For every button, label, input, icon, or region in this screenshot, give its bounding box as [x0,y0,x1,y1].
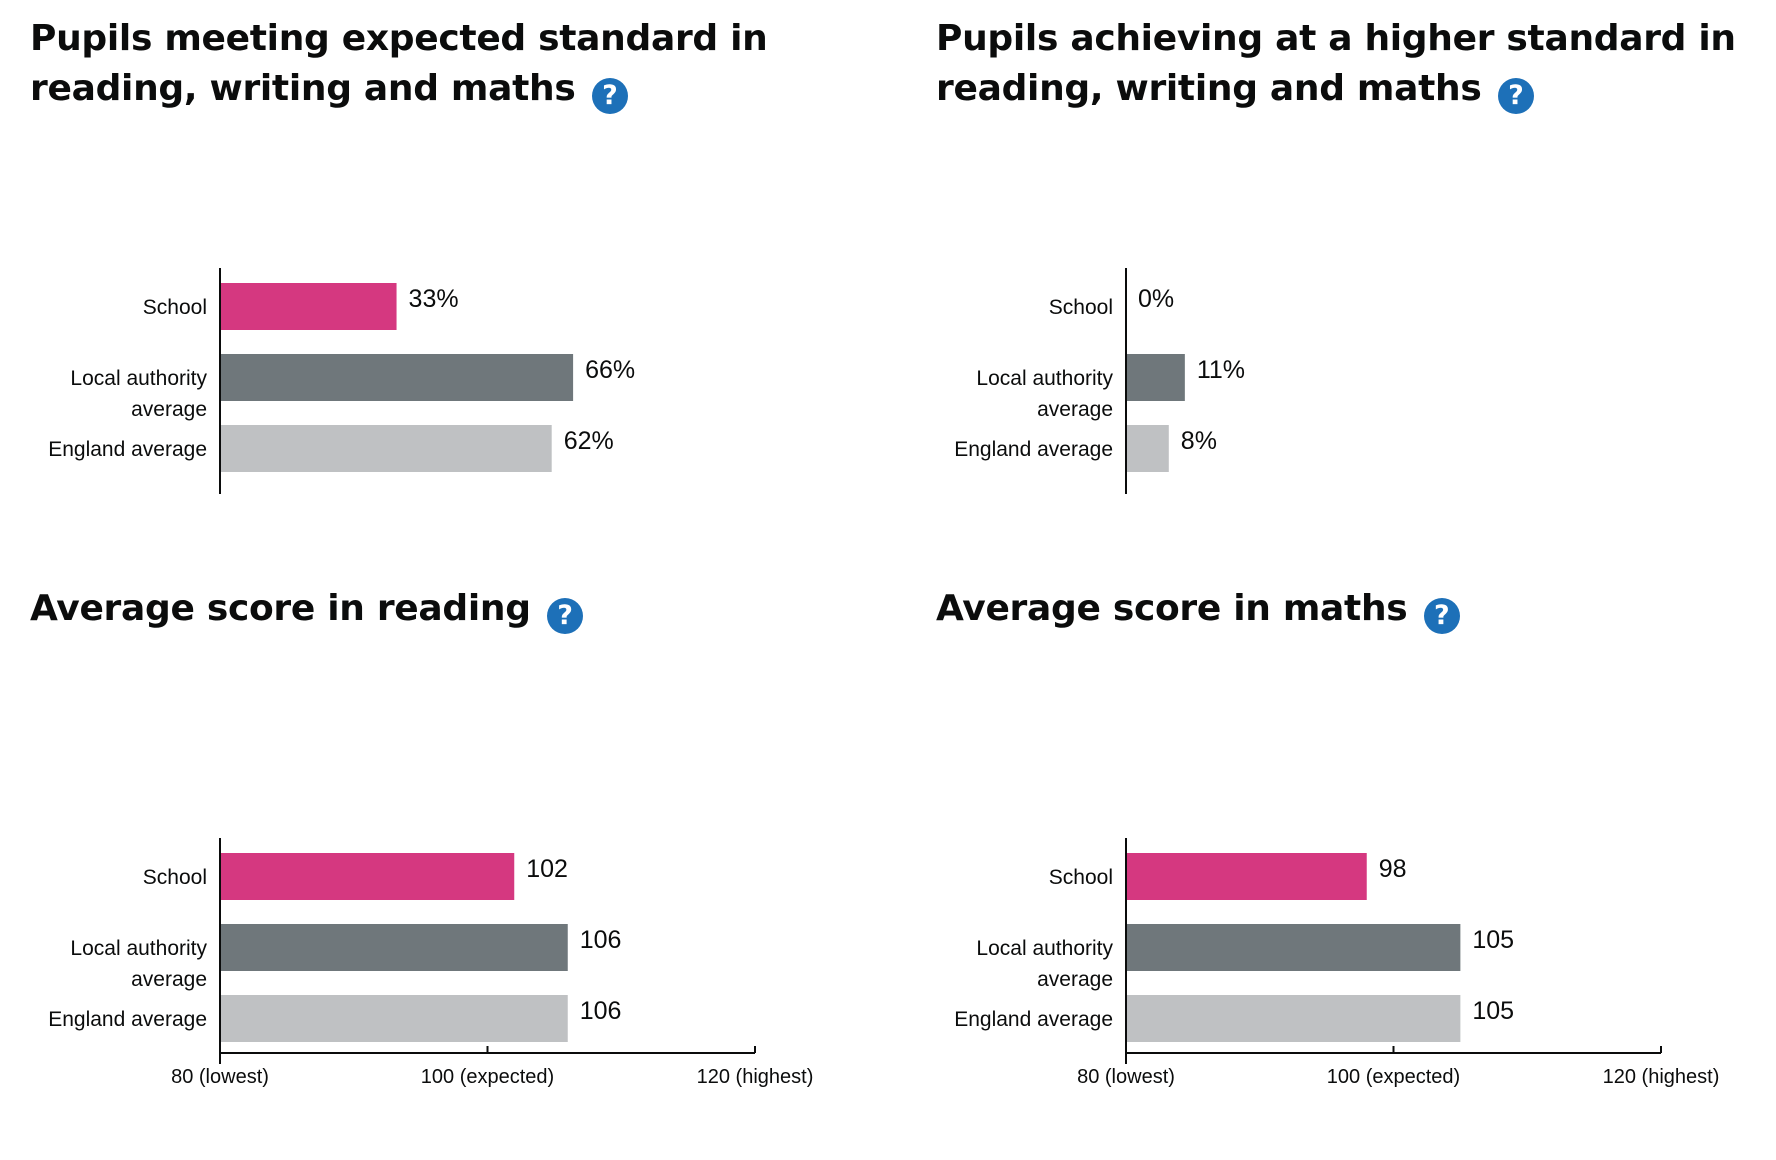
school-bar [1126,853,1367,900]
x-tick-label: 80 (lowest) [1077,1066,1175,1088]
higher-standard-chart: 0% School 11% Local authority average 8% Engla… [954,268,1245,494]
reading-score-panel: Average score in reading ? 102 School 106 L… [0,570,860,1130]
panel-title: Average score in reading ? [30,584,830,634]
local-authority-bar [1126,354,1185,401]
x-tick-label: 80 (lowest) [171,1066,269,1088]
local-authority-bar [1126,924,1461,971]
panel-title-text: Average score in maths [936,588,1408,629]
help-icon[interactable]: ? [1497,78,1534,114]
category-label: Local authority average [976,367,1113,421]
value-label: 33% [409,285,459,313]
category-label: School [1049,866,1113,889]
category-label: Local authority average [976,937,1113,991]
category-label: School [143,296,207,319]
category-label: School [143,866,207,889]
category-label: England average [954,1008,1113,1031]
value-label: 102 [526,855,568,883]
panel-title-text: Average score in reading [30,588,531,629]
value-label: 106 [580,926,622,954]
local-authority-bar [220,354,574,401]
local-authority-bar [220,924,568,971]
expected-standard-chart: 33% School 66% Local authority average 62% Eng… [48,268,635,494]
help-icon[interactable]: ? [1423,598,1460,634]
value-label: 0% [1138,285,1174,313]
higher-standard-panel: Pupils achieving at a higher standard in… [906,0,1766,560]
school-bar [220,853,515,900]
reading-score-chart: 102 School 106 Local authority average 106 Eng… [48,838,814,1088]
expected-standard-panel: Pupils meeting expected standard in read… [0,0,860,560]
x-tick-label: 120 (highest) [1603,1066,1720,1088]
england-bar [220,995,568,1042]
panel-title: Average score in maths ? [936,584,1736,634]
value-label: 8% [1181,427,1217,455]
x-tick-label: 120 (highest) [697,1066,814,1088]
category-label: School [1049,296,1113,319]
school-bar [220,283,397,330]
x-tick-label: 100 (expected) [1327,1066,1460,1088]
help-icon[interactable]: ? [591,78,628,114]
value-label: 105 [1472,997,1514,1025]
maths-score-chart: 98 School 105 Local authority average 105 Engl… [954,838,1720,1088]
england-bar [220,425,552,472]
category-label: England average [954,438,1113,461]
panel-title-text: Pupils meeting expected standard in read… [30,18,768,109]
category-label: Local authority average [70,937,207,991]
maths-score-panel: Average score in maths ? 98 School 105 Loca… [906,570,1766,1130]
value-label: 11% [1197,356,1245,384]
panel-title: Pupils meeting expected standard in read… [30,14,830,114]
value-label: 106 [580,997,622,1025]
panel-title: Pupils achieving at a higher standard in… [936,14,1736,114]
category-label: England average [48,1008,207,1031]
x-tick-label: 100 (expected) [421,1066,554,1088]
panel-title-text: Pupils achieving at a higher standard in… [936,18,1736,109]
category-label: Local authority average [70,367,207,421]
value-label: 62% [564,427,614,455]
england-bar [1126,995,1461,1042]
category-label: England average [48,438,207,461]
value-label: 105 [1472,926,1514,954]
value-label: 66% [585,356,635,384]
england-bar [1126,425,1169,472]
help-icon[interactable]: ? [546,598,583,634]
value-label: 98 [1379,855,1407,883]
